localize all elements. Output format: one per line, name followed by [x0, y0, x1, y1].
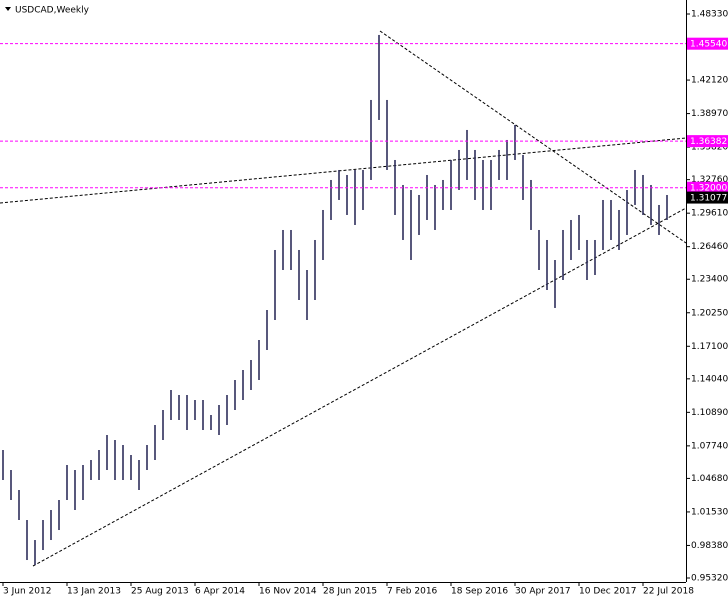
y-tick-label: 1.23400 — [691, 275, 728, 285]
y-tick-label: 1.07740 — [691, 441, 728, 451]
x-tick-label: 25 Aug 2013 — [131, 587, 189, 597]
y-tick-label: 1.29610 — [691, 209, 728, 219]
y-tick-label: 1.32760 — [691, 175, 728, 185]
trend-line — [32, 207, 687, 567]
y-tick-label: 1.14040 — [691, 374, 728, 384]
level-label: 1.45540 — [690, 40, 727, 50]
x-tick-label: 28 Jun 2015 — [323, 587, 377, 597]
x-tick-label: 30 Apr 2017 — [515, 587, 571, 597]
menu-arrow[interactable] — [5, 7, 11, 11]
x-tick-label: 6 Apr 2014 — [195, 587, 245, 597]
level-label: 1.36382 — [690, 137, 727, 147]
y-tick-label: 1.17100 — [691, 342, 728, 352]
level-label-box — [687, 135, 728, 148]
x-tick-label: 13 Jan 2013 — [67, 587, 121, 597]
price-label-box — [687, 191, 728, 204]
y-tick-label: 0.95320 — [691, 574, 728, 584]
chart-title: USDCAD,Weekly — [15, 6, 90, 16]
y-tick-label: 1.38970 — [691, 109, 728, 119]
x-tick-label: 16 Nov 2014 — [259, 587, 317, 597]
x-tick-label: 7 Feb 2016 — [387, 587, 438, 597]
y-tick-label: 1.04680 — [691, 474, 728, 484]
y-tick-label: 1.48330 — [691, 10, 728, 20]
y-tick-label: 1.42120 — [691, 76, 728, 86]
y-tick-label: 1.10890 — [691, 408, 728, 418]
level-label-box — [687, 37, 728, 50]
x-tick-label: 3 Jun 2012 — [3, 587, 51, 597]
x-tick-label: 18 Sep 2016 — [451, 587, 508, 597]
y-tick-label: 1.01530 — [691, 507, 728, 517]
y-tick-label: 1.35820 — [691, 143, 728, 153]
y-tick-label: 0.98380 — [691, 541, 728, 551]
price-label: 1.31077 — [690, 194, 727, 204]
x-tick-label: 10 Dec 2017 — [579, 587, 637, 597]
y-tick-label: 1.20250 — [691, 308, 728, 318]
level-label: 1.32000 — [690, 184, 727, 194]
trend-line — [379, 30, 687, 244]
x-tick-label: 22 Jul 2018 — [643, 587, 694, 597]
y-tick-label: 1.26460 — [691, 242, 728, 252]
level-label-box — [687, 181, 728, 194]
